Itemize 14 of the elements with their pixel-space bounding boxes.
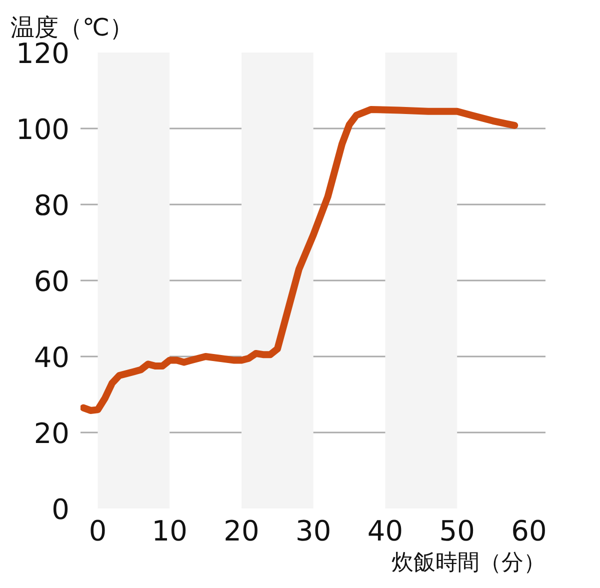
y-tick-label: 20 <box>34 417 70 450</box>
x-tick-label: 0 <box>88 514 107 548</box>
x-tick-label: 40 <box>367 514 404 548</box>
y-tick-label: 60 <box>34 265 70 298</box>
x-axis-title: 炊飯時間（分） <box>392 550 546 576</box>
x-tick-label: 50 <box>439 514 475 548</box>
x-tick-label: 60 <box>511 514 547 548</box>
x-tick-label: 30 <box>296 514 332 548</box>
y-tick-label: 100 <box>16 113 70 146</box>
y-tick-label: 40 <box>34 341 70 374</box>
y-tick-label: 0 <box>52 493 70 526</box>
y-tick-label: 80 <box>34 189 70 222</box>
x-tick-label: 10 <box>152 514 188 548</box>
x-tick-label: 20 <box>224 514 260 548</box>
